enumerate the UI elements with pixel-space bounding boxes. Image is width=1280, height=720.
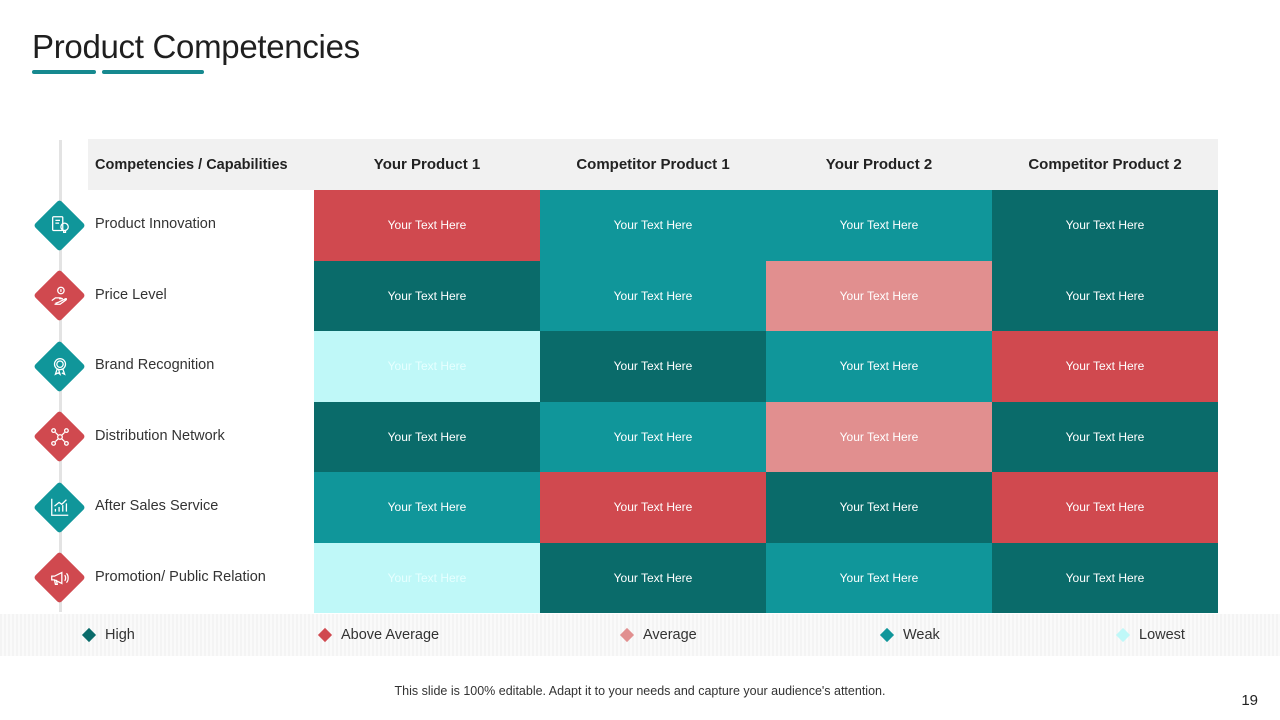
legend-label: Lowest (1139, 627, 1185, 643)
table-cell: Your Text Here (540, 331, 766, 402)
page-number: 19 (1241, 692, 1258, 709)
legend-item-above-average: Above Average (317, 614, 440, 656)
header-your-product-1: Your Product 1 (373, 156, 481, 173)
award-badge-icon (45, 352, 74, 381)
innovation-icon (45, 211, 74, 240)
header-competencies: Competencies / Capabilities (95, 156, 288, 173)
header-your-product-2: Your Product 2 (825, 156, 933, 173)
table-cell: Your Text Here (540, 260, 766, 331)
row-label: Price Level (95, 286, 167, 303)
table-cell: Your Text Here (766, 190, 992, 261)
price-hand-icon (45, 281, 74, 310)
megaphone-icon (45, 563, 74, 592)
table-cell: Your Text Here (540, 190, 766, 261)
legend-label: Above Average (341, 627, 440, 643)
header-competitor-product-1: Competitor Product 1 (576, 156, 730, 173)
legend-label: Average (643, 627, 697, 643)
row-label: Brand Recognition (95, 357, 215, 374)
table-cell: Your Text Here (992, 260, 1218, 331)
table-cell: Your Text Here (314, 260, 540, 331)
footer-note: This slide is 100% editable. Adapt it to… (394, 684, 886, 698)
header-competitor-product-2: Competitor Product 2 (1028, 156, 1182, 173)
legend-label: Weak (903, 627, 940, 643)
table-header: Competencies / Capabilities Your Product… (88, 139, 1218, 190)
legend-label: High (105, 627, 135, 643)
table-cell: Your Text Here (992, 542, 1218, 613)
table-cell: Your Text Here (766, 542, 992, 613)
title-underline-right (102, 70, 204, 74)
table-cell: Your Text Here (992, 331, 1218, 402)
legend-swatch (317, 627, 333, 643)
legend-swatch (879, 627, 895, 643)
table-cell: Your Text Here (540, 401, 766, 472)
table-cell: Your Text Here (314, 331, 540, 402)
growth-chart-icon (45, 493, 74, 522)
legend-swatch (81, 627, 97, 643)
table-cell: Your Text Here (992, 190, 1218, 261)
table-cell: Your Text Here (992, 472, 1218, 543)
table-cell: Your Text Here (540, 472, 766, 543)
row-label: Distribution Network (95, 427, 225, 444)
table-cell: Your Text Here (314, 472, 540, 543)
legend-item-weak: Weak (879, 614, 940, 656)
legend-item-lowest: Lowest (1115, 614, 1185, 656)
table-cell: Your Text Here (314, 190, 540, 261)
page-title: Product Competencies (32, 28, 360, 65)
table-cell: Your Text Here (314, 542, 540, 613)
legend-item-high: High (81, 614, 135, 656)
table-cell: Your Text Here (992, 401, 1218, 472)
table-cell: Your Text Here (540, 542, 766, 613)
network-icon (45, 422, 74, 451)
legend: High Above Average Average Weak Lowest (0, 614, 1280, 656)
legend-item-average: Average (619, 614, 697, 656)
row-label: After Sales Service (95, 498, 219, 515)
legend-swatch (619, 627, 635, 643)
row-label: Promotion/ Public Relation (95, 568, 266, 585)
legend-swatch (1115, 627, 1131, 643)
table-cell: Your Text Here (766, 260, 992, 331)
table-cell: Your Text Here (766, 331, 992, 402)
row-label: Product Innovation (95, 216, 216, 233)
table-cell: Your Text Here (766, 401, 992, 472)
title-underline-left (32, 70, 96, 74)
table-cell: Your Text Here (766, 472, 992, 543)
table-cell: Your Text Here (314, 401, 540, 472)
